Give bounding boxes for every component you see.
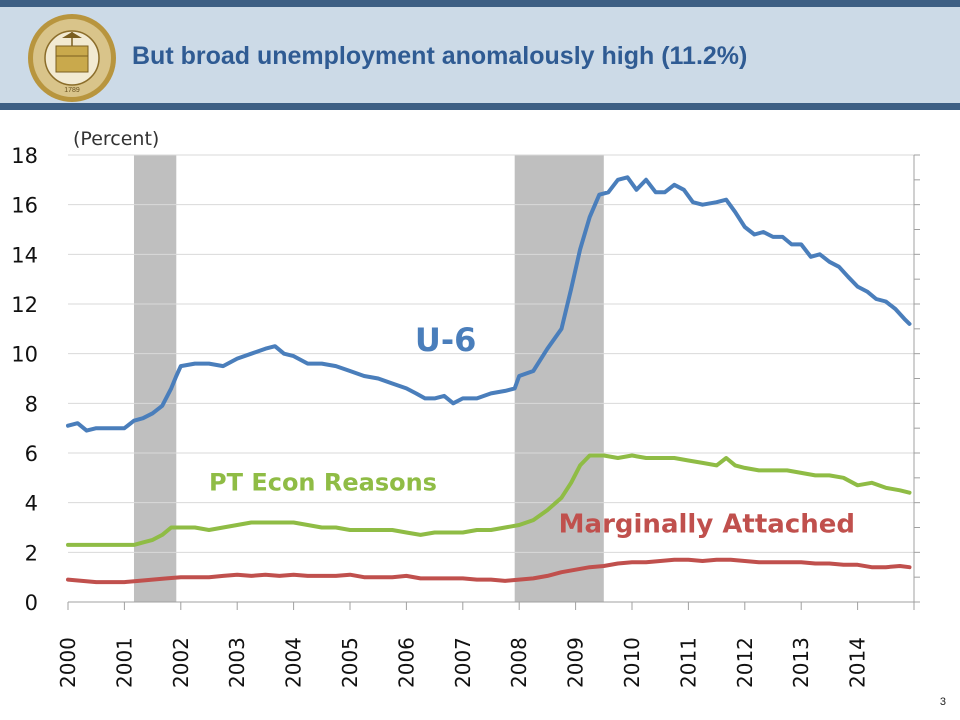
x-tick-label: 2007 xyxy=(451,637,475,688)
x-tick-label: 2014 xyxy=(846,637,870,688)
x-tick-label: 2013 xyxy=(789,637,813,688)
slide-header xyxy=(0,7,960,103)
x-tick-label: 2002 xyxy=(169,637,193,688)
unemployment-line-chart: 0 2 4 6 8 10 12 14 16 18 2000 2001 2002 2003 2004 2005 2… xyxy=(11,128,920,688)
x-tick-label: 2008 xyxy=(507,637,531,688)
series-line-2 xyxy=(66,453,912,547)
x-tick-label: 2004 xyxy=(282,637,306,688)
y-tick-label: 18 xyxy=(11,144,38,168)
y-tick-label: 0 xyxy=(25,591,38,615)
seal-year: 1789 xyxy=(64,87,80,94)
series-label-3: Marginally Attached xyxy=(559,509,855,539)
header-divider xyxy=(0,103,960,110)
series-line-1 xyxy=(66,175,912,433)
y-tick-label: 16 xyxy=(11,194,38,218)
series-label-2: PT Econ Reasons xyxy=(209,468,437,496)
x-tick-label: 2006 xyxy=(394,637,418,688)
series-label-1: U-6 xyxy=(415,321,477,359)
y-tick-label: 6 xyxy=(25,442,38,466)
slide-title: But broad unemployment anomalously high … xyxy=(132,42,748,70)
treasury-seal-icon: 1789 xyxy=(28,14,116,102)
x-tick-label: 2001 xyxy=(112,637,136,688)
x-tick-label: 2012 xyxy=(733,637,757,688)
recession-band-1 xyxy=(133,155,177,602)
x-tick-label: 2000 xyxy=(56,637,80,688)
y-unit-label: (Percent) xyxy=(73,128,159,150)
x-tick-label: 2003 xyxy=(225,637,249,688)
y-tick-label: 12 xyxy=(11,293,38,317)
y-tick-label: 2 xyxy=(25,541,38,565)
y-tick-label: 4 xyxy=(25,492,38,516)
y-tick-label: 10 xyxy=(11,343,38,367)
page-number: 3 xyxy=(939,696,946,708)
x-tick-label: 2009 xyxy=(564,637,588,688)
y-tick-label: 14 xyxy=(11,243,38,267)
top-accent-bar xyxy=(0,0,960,7)
x-tick-label: 2005 xyxy=(338,637,362,688)
x-tick-label: 2010 xyxy=(620,637,644,688)
x-tick-label: 2011 xyxy=(676,637,700,688)
y-tick-label: 8 xyxy=(25,392,38,416)
recession-band-2 xyxy=(514,155,604,602)
series-line-3 xyxy=(66,557,912,585)
